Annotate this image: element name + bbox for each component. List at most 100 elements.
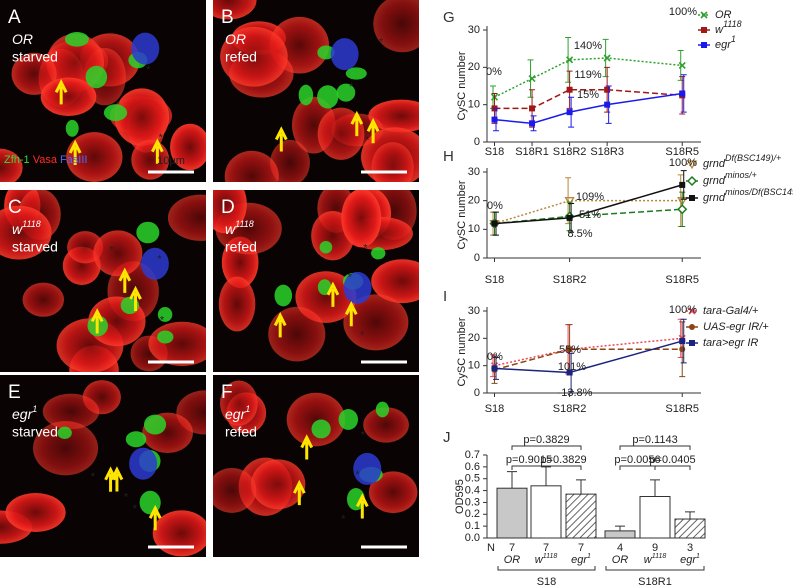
arrow [90,308,104,334]
asterisk: * [363,243,368,255]
micrograph-panel: * * * B OR refed [213,0,419,182]
cell [152,510,206,557]
legend-label: OR [715,9,732,21]
green-cell [157,307,173,322]
x-tick-label: S18R5 [665,274,699,286]
asterisk: * [157,254,162,266]
marker [566,214,573,221]
y-tick-label: 10 [468,99,480,111]
green-cell [311,419,331,439]
annotation: 101% [558,361,586,373]
genotype: OR [12,31,33,47]
bar [604,530,636,539]
arrow [355,493,369,519]
green-cell [85,65,108,89]
green-cell [317,45,335,60]
cell [373,0,419,53]
cell [170,123,206,171]
x-tick-label-sup: 1 [696,553,700,560]
x-tick-label: egr1 [571,553,591,566]
y-tick-label: 10 [468,223,480,235]
marker [566,346,573,353]
genotype-base: egr [225,406,247,422]
group-bracket [497,566,596,571]
panel-letter: D [221,197,235,218]
p-value: p=0.0405 [649,454,695,466]
cell [286,392,346,447]
stain-name: Zfh-1 [4,154,30,166]
condition: starved [12,239,58,255]
legend-label-base: w [715,24,724,36]
legend-label-sup: 1 [731,34,736,44]
x-tick-label-base: OR [504,554,521,566]
marker [604,101,611,108]
arrow [366,117,380,144]
asterisk: * [361,429,366,441]
bar [674,518,706,539]
genotype-sup: 1118 [22,219,41,229]
hub [140,247,169,280]
y-tick-label: 0.5 [465,473,480,485]
genotype: w1118 [225,219,254,236]
marker [529,120,536,127]
marker [566,109,573,116]
asterisk: * [360,330,365,342]
legend-label-sup: Df(BSC149)/+ [725,153,781,163]
annotation: 51% [579,209,601,221]
condition: refed [225,239,257,255]
y-tick-label: 0.4 [465,484,480,496]
legend-label: tara>egr IR [703,337,758,349]
legend-label-base: grnd [703,192,726,204]
cell [213,468,257,513]
annotation: 140% [574,40,602,52]
arrow [68,139,82,165]
p-value: p=0.0056 [614,454,660,466]
green-cell [319,240,333,254]
genotype: w1118 [12,219,41,236]
x-tick-label-base: egr [571,554,588,566]
green-cell [336,83,356,102]
panel-letter: J [443,429,451,446]
hub [353,452,382,485]
green-cell [345,67,367,80]
asterisk: * [160,314,165,326]
cell [220,26,288,87]
x-tick-label: w1118 [644,553,667,566]
x-tick-label-sup: 1118 [543,553,558,560]
error-bar [615,525,625,531]
marker [678,61,686,70]
legend-label-base: tara-Gal4/+ [703,305,759,317]
n-label: N [487,542,495,554]
panel-letter: B [221,7,234,28]
image-content: * * * [0,380,206,557]
condition: starved [12,424,58,440]
y-tick-label: 10 [468,360,480,372]
asterisk: * [133,503,138,515]
y-tick-label: 0.6 [465,461,480,473]
condition: starved [12,49,58,65]
marker [528,74,536,83]
asterisk: * [349,81,354,93]
legend-label-base: grnd [703,158,726,170]
cell [0,148,23,182]
error-bar [507,471,517,489]
cell [114,88,170,146]
marker [688,307,696,315]
cell [167,194,206,241]
series-line [494,340,683,374]
asterisk: * [110,245,115,257]
genotype-sup: 1 [245,404,250,414]
annotation: 15% [577,89,599,101]
cell [343,294,409,351]
marker [566,86,573,93]
green-cell [65,119,79,137]
n-value: 7 [543,542,549,554]
cell [295,271,357,323]
hub [330,38,359,71]
arrow [110,466,124,492]
annotation: 8.5% [567,228,592,240]
p-value: p=0.1143 [632,434,677,446]
image-content: * * * [213,190,419,362]
marker [701,42,707,48]
x-tick-label: S18 [485,274,505,286]
